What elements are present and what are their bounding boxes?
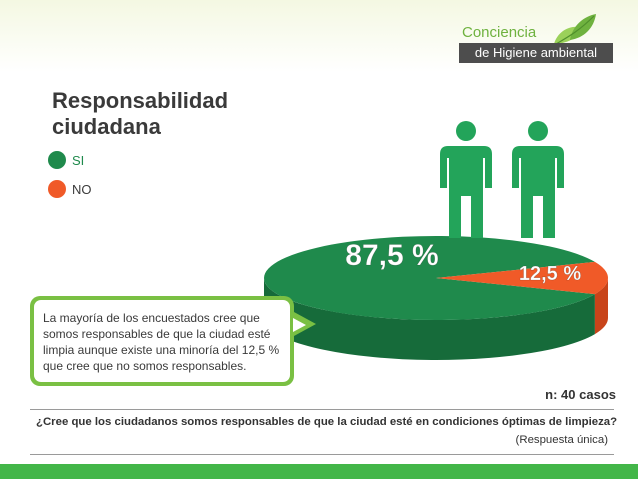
chart-title-line-2: ciudadana — [52, 114, 161, 139]
person-head — [528, 121, 548, 141]
person-icon — [440, 121, 492, 238]
person-body — [512, 146, 564, 238]
legend-swatch-si — [48, 151, 66, 169]
leaf-icon — [554, 14, 596, 45]
person-head — [456, 121, 476, 141]
legend-label-si: SI — [72, 153, 85, 168]
pie-value-label-no: 12,5 % — [519, 263, 581, 285]
pie-side-no — [594, 278, 608, 335]
person-icon — [512, 121, 564, 238]
legend-swatch-no — [48, 180, 66, 198]
answer-type-note: (Respuesta única) — [515, 434, 608, 446]
callout-text: La mayoría de los encuestados cree que s… — [43, 311, 280, 373]
person-body — [440, 146, 492, 238]
divider-top — [30, 409, 614, 410]
sample-size-label: n: 40 casos — [545, 387, 616, 402]
callout-body: La mayoría de los encuestados cree que s… — [34, 300, 290, 382]
legend-label-no: NO — [72, 182, 92, 197]
pie-slice-si — [264, 236, 595, 320]
brand-word: Conciencia — [462, 24, 537, 41]
footer-band — [0, 464, 638, 479]
chart-title: Responsabilidad ciudadana — [52, 88, 228, 140]
survey-question: ¿Cree que los ciudadanos somos responsab… — [36, 416, 618, 428]
callout-pointer-inner — [293, 318, 306, 332]
divider-bottom — [30, 454, 614, 455]
brand-tagline: de Higiene ambiental — [459, 43, 613, 63]
pie-slice-no — [436, 261, 608, 295]
chart-title-line-1: Responsabilidad — [52, 88, 229, 113]
callout-box: La mayoría de los encuestados cree que s… — [30, 296, 294, 386]
pie-side-si — [264, 278, 595, 361]
pie-value-label-si: 87,5 % — [345, 239, 438, 272]
